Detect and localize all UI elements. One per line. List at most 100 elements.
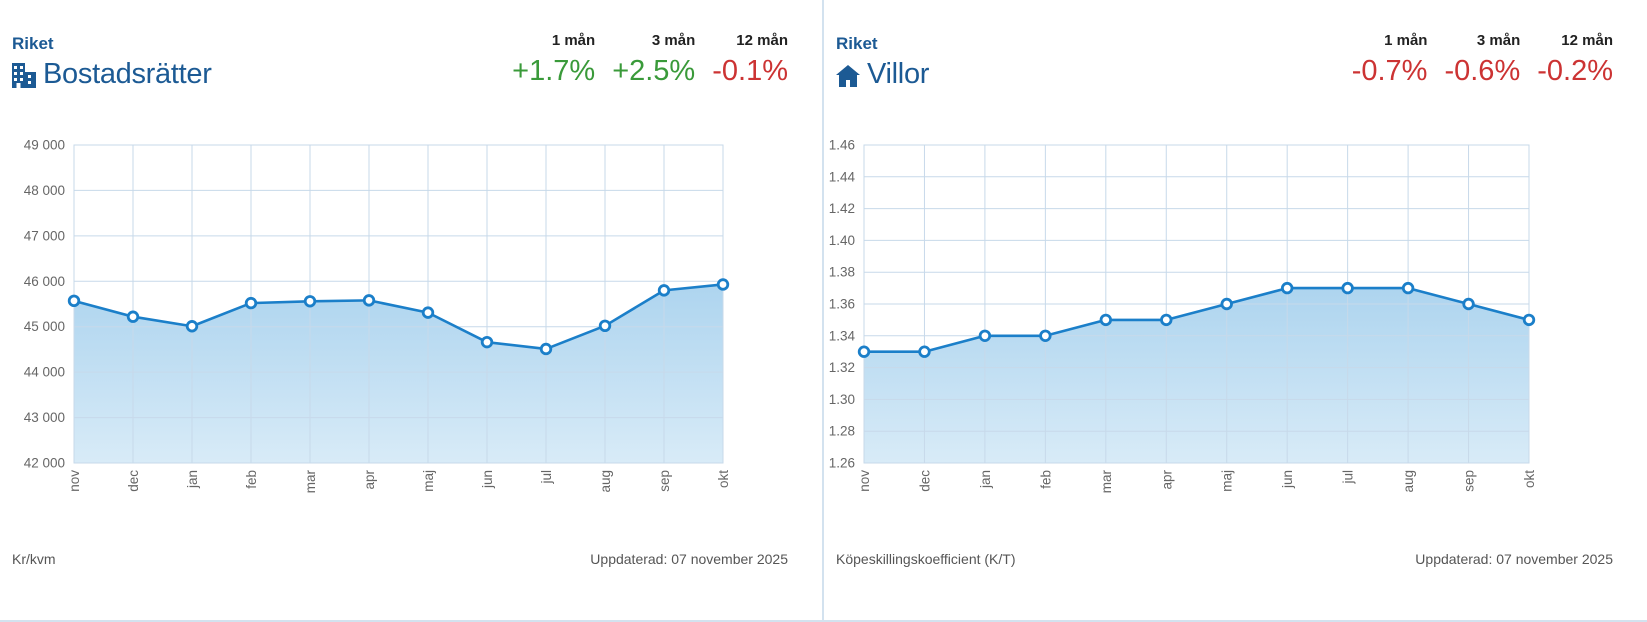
x-tick-label: nov (67, 470, 82, 492)
stat-label: 1 mån (1384, 32, 1428, 49)
y-tick-label: 46 000 (24, 274, 65, 289)
x-tick-label: apr (1159, 469, 1174, 489)
x-tick-label: nov (857, 470, 872, 492)
stat-value: +2.5% (612, 55, 696, 87)
y-tick-label: 1.30 (829, 392, 855, 407)
x-tick-label: maj (1220, 470, 1235, 492)
data-point[interactable] (421, 306, 435, 319)
y-tick-label: 1.42 (829, 201, 855, 216)
x-tick-label: mar (1099, 469, 1114, 493)
y-tick-label: 1.40 (829, 233, 855, 248)
data-point[interactable] (480, 335, 494, 349)
stat-label: 3 mån (651, 32, 696, 49)
data-point[interactable] (185, 320, 199, 333)
villor-chart: 1.26 1.28 1.30 1.32 1.34 1.36 1.38 1.40 1.42 1.44… (829, 138, 1537, 494)
x-tick-label: mar (303, 469, 318, 493)
x-tick-label: jun (480, 470, 495, 489)
data-point[interactable] (1160, 313, 1173, 327)
y-tick-label: 47 000 (24, 228, 65, 243)
x-tick-label: sep (1462, 470, 1477, 492)
stat-12-month: 12 mån -0.1% (712, 32, 788, 88)
stat-3-month: 3 mån -0.6% (1444, 32, 1520, 88)
updated-label: Uppdaterad: 07 november 2025 (1415, 551, 1613, 567)
stats-row: 1 mån -0.7% 3 mån -0.6% 12 mån -0.2% (1335, 32, 1613, 88)
data-point[interactable] (1220, 297, 1233, 311)
y-tick-label: 1.44 (829, 169, 856, 184)
data-point[interactable] (1099, 313, 1113, 327)
x-tick-label: feb (244, 470, 259, 489)
data-point[interactable] (1280, 281, 1294, 295)
data-point[interactable] (244, 296, 258, 310)
stat-label: 1 mån (551, 32, 596, 49)
x-tick-label: dec (126, 470, 141, 492)
y-tick-label: 1.34 (829, 328, 856, 343)
region-label: Riket (836, 34, 878, 53)
x-tick-label: jan (185, 470, 200, 489)
y-tick-label: 1.38 (829, 265, 855, 280)
data-point[interactable] (1462, 297, 1475, 311)
data-point[interactable] (126, 310, 140, 323)
house-icon (836, 62, 860, 88)
x-tick-label: maj (421, 470, 436, 492)
y-tick-label: 43 000 (24, 410, 65, 425)
stat-value: -0.2% (1537, 55, 1613, 87)
stat-value: -0.1% (712, 55, 788, 87)
data-point[interactable] (716, 278, 730, 291)
y-tick-label: 42 000 (24, 456, 65, 471)
y-tick-label: 48 000 (24, 183, 65, 198)
panel-title: Villor (836, 58, 929, 91)
y-tick-label: 1.36 (829, 297, 855, 312)
y-tick-label: 1.32 (829, 360, 855, 375)
data-point[interactable] (303, 295, 317, 308)
plot-border (863, 144, 1530, 464)
x-tick-label: okt (1522, 470, 1537, 488)
x-tick-label: jul (1341, 470, 1356, 485)
y-tick-label: 44 000 (24, 365, 65, 380)
data-point[interactable] (539, 342, 553, 356)
y-tick-label: 1.26 (829, 456, 855, 471)
area-fill (864, 288, 1529, 463)
data-point[interactable] (1522, 313, 1536, 327)
data-point[interactable] (362, 294, 376, 307)
data-point[interactable] (1341, 281, 1354, 295)
stat-value: +1.7% (512, 55, 596, 87)
villor-panel: Riket Villor 1 mån -0.7% 3 mån -0.6% 12 … (824, 0, 1647, 622)
stat-label: 3 mån (1476, 32, 1521, 49)
data-point[interactable] (1039, 329, 1052, 343)
unit-label: Köpeskillingskoefficient (K/T) (836, 551, 1016, 567)
data-point[interactable] (857, 345, 871, 358)
x-tick-label: aug (1401, 470, 1416, 493)
stat-3-month: 3 mån +2.5% (612, 32, 695, 88)
data-point[interactable] (657, 284, 671, 297)
series-line (864, 286, 1530, 353)
y-tick-label: 45 000 (24, 319, 65, 334)
x-tick-label: jun (1280, 470, 1295, 489)
panel-divider (822, 0, 824, 622)
data-point[interactable] (918, 345, 931, 358)
x-tick-label: feb (1038, 470, 1053, 489)
region-label: Riket (12, 34, 54, 53)
y-tick-label: 49 000 (24, 138, 65, 153)
bottom-border (0, 620, 1647, 622)
bostadsratter-chart: 42 000 43 000 44 000 45 000 46 000 47 000 48 0… (24, 138, 731, 494)
panel-title: Bostadsrätter (12, 58, 212, 91)
stat-label: 12 mån (736, 32, 788, 49)
data-point[interactable] (598, 319, 612, 333)
x-tick-label: sep (657, 470, 672, 492)
y-tick-label: 1.46 (829, 138, 855, 153)
area-fill (74, 284, 723, 463)
stat-label: 12 mån (1561, 32, 1613, 49)
series-line (73, 283, 724, 351)
x-tick-label: aug (598, 470, 613, 493)
bostadsratter-panel: Riket Bostadsrätter 1 mån (0, 0, 822, 622)
stat-12-month: 12 mån -0.2% (1537, 32, 1613, 88)
x-tick-label: jan (978, 470, 993, 489)
stat-1-month: 1 mån -0.7% (1352, 32, 1428, 88)
x-tick-label: dec (917, 470, 932, 492)
building-icon (12, 62, 36, 88)
data-point[interactable] (67, 294, 81, 308)
data-point[interactable] (978, 329, 992, 343)
title-text: Villor (867, 58, 930, 90)
data-point[interactable] (1401, 281, 1415, 295)
